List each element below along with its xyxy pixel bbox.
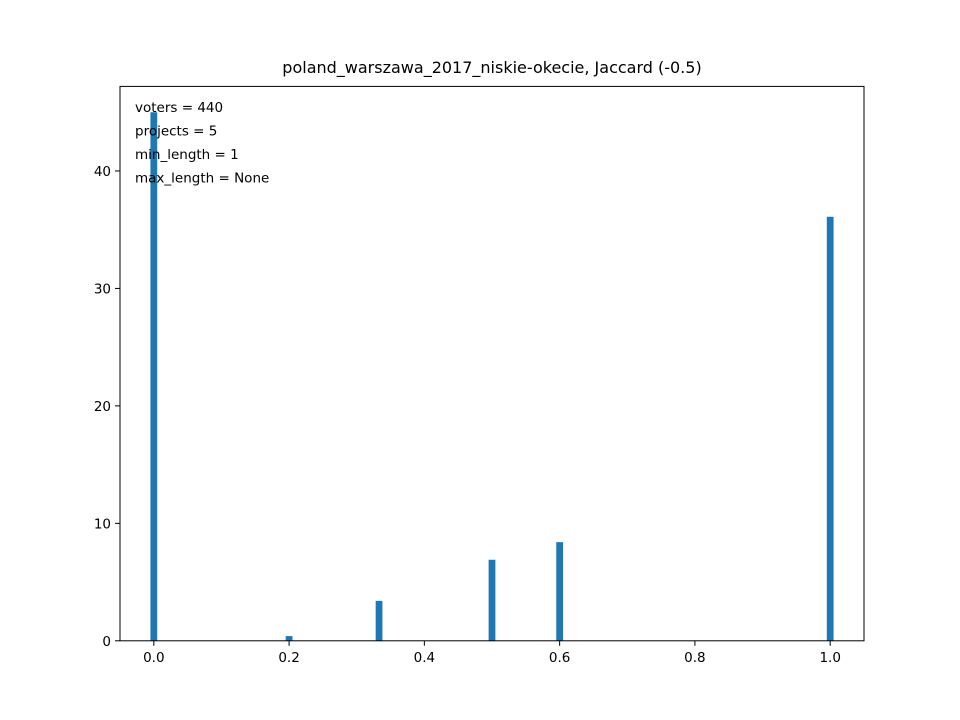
bars xyxy=(150,112,834,641)
x-tick-label: 0.6 xyxy=(549,650,570,666)
histogram-bar xyxy=(375,600,383,641)
y-axis-ticks: 0 10 20 30 40 xyxy=(94,164,120,650)
histogram-bar xyxy=(285,636,293,641)
histogram-bar xyxy=(488,559,496,641)
histogram-bar xyxy=(150,112,158,641)
annotation-text: projects = 5 xyxy=(135,124,217,140)
annotation-text: min_length = 1 xyxy=(135,147,239,163)
histogram-bar xyxy=(556,542,564,641)
x-tick-label: 0.0 xyxy=(143,650,164,666)
x-tick-label: 0.2 xyxy=(278,650,299,666)
y-tick-label: 10 xyxy=(94,516,111,532)
x-tick-label: 1.0 xyxy=(819,650,840,666)
chart-title: poland_warszawa_2017_niskie-okecie, Jacc… xyxy=(282,58,701,78)
y-tick-label: 30 xyxy=(94,281,111,297)
annotation-text: voters = 440 xyxy=(135,100,223,116)
annotation-text: max_length = None xyxy=(135,171,269,187)
x-tick-label: 0.4 xyxy=(414,650,435,666)
x-tick-label: 0.8 xyxy=(684,650,705,666)
x-axis-ticks: 0.0 0.2 0.4 0.6 0.8 1.0 xyxy=(143,640,841,666)
histogram-bar xyxy=(826,216,834,641)
y-tick-label: 0 xyxy=(102,634,111,650)
plot-area-frame xyxy=(119,85,865,642)
annotations: voters = 440 projects = 5 min_length = 1 ma… xyxy=(135,100,269,187)
y-tick-label: 40 xyxy=(94,164,111,180)
y-tick-label: 20 xyxy=(94,399,111,415)
